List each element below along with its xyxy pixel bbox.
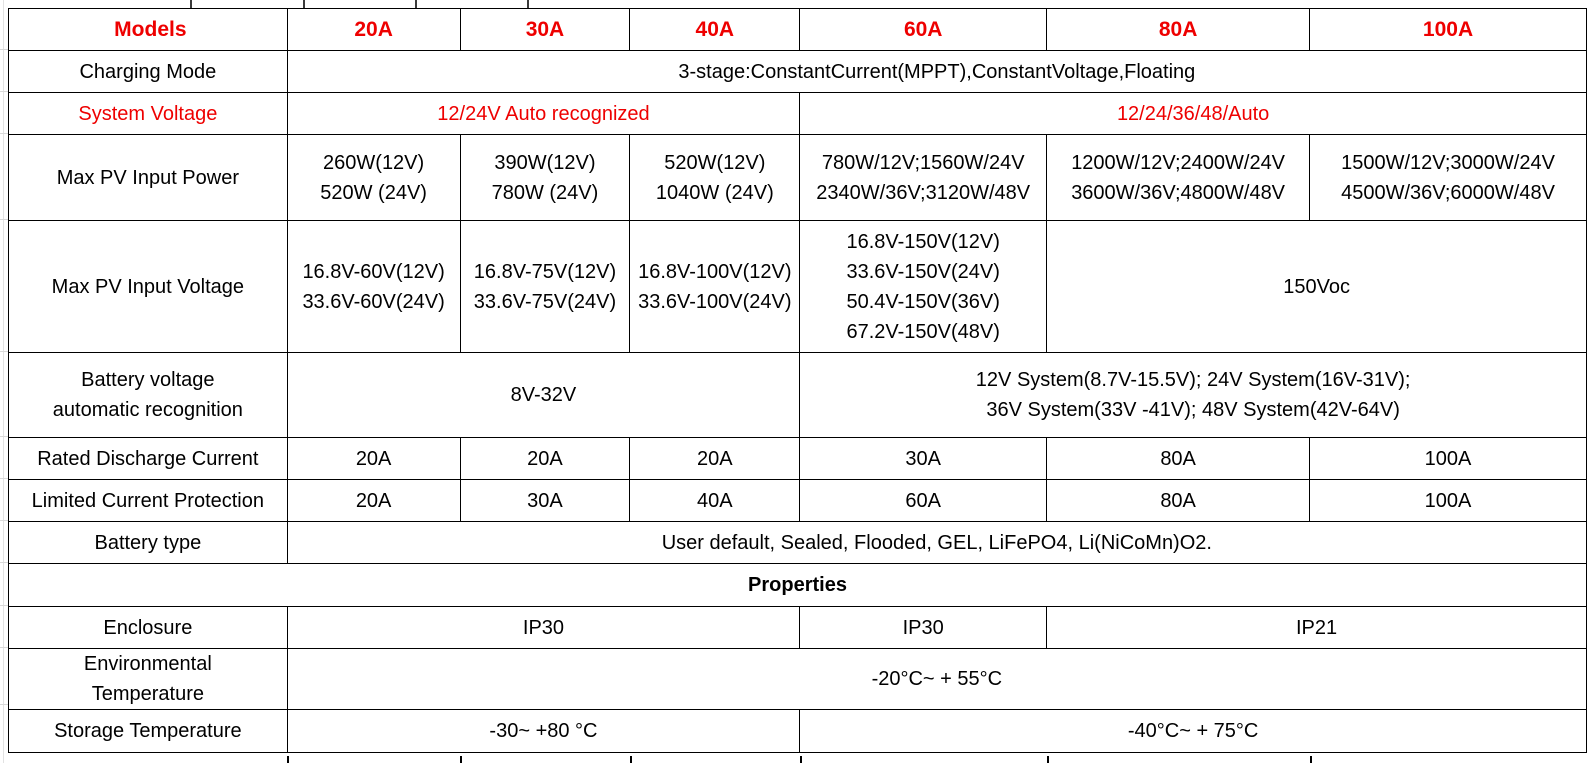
cropped-row-border-tick (1047, 756, 1049, 763)
max-pv-voltage-20a: 16.8V-60V(12V) 33.6V-60V(24V) (286, 220, 461, 353)
rated-discharge-80a: 80A (1046, 437, 1311, 480)
storage-temp-left: -30~ +80 °C (286, 709, 801, 753)
enclosure-20-40a: IP30 (286, 606, 801, 649)
enclosure-80-100a: IP21 (1046, 606, 1587, 649)
charging-mode-row: Charging Mode 3-stage:ConstantCurrent(MP… (8, 50, 1587, 93)
max-pv-voltage-60a: 16.8V-150V(12V) 33.6V-150V(24V) 50.4V-15… (799, 220, 1048, 353)
rated-discharge-30a: 20A (459, 437, 631, 480)
model-80a-header: 80A (1046, 8, 1311, 51)
limited-current-row: Limited Current Protection 20A 30A 40A 6… (8, 479, 1587, 522)
gutter-gridline (0, 49, 8, 50)
rated-discharge-60a: 30A (799, 437, 1048, 480)
max-pv-power-30a: 390W(12V) 780W (24V) (459, 134, 631, 221)
cropped-row-border-tick (460, 756, 462, 763)
gutter-gridline (0, 351, 8, 352)
battery-voltage-label: Battery voltage automatic recognition (8, 352, 288, 438)
limited-current-60a: 60A (799, 479, 1048, 522)
rated-discharge-row: Rated Discharge Current 20A 20A 20A 30A … (8, 437, 1587, 480)
enclosure-row: Enclosure IP30 IP30 IP21 (8, 606, 1587, 649)
cropped-row-border-tick (800, 756, 802, 763)
limited-current-30a: 30A (459, 479, 631, 522)
max-pv-voltage-row: Max PV Input Voltage 16.8V-60V(12V) 33.6… (8, 220, 1587, 353)
limited-current-label: Limited Current Protection (8, 479, 288, 522)
cropped-row-border-tick (527, 0, 529, 8)
gutter-gridline (0, 219, 8, 220)
cropped-row-border-tick (415, 0, 417, 8)
model-40a-header: 40A (629, 8, 801, 51)
max-pv-power-100a: 1500W/12V;3000W/24V 4500W/36V;6000W/48V (1309, 134, 1587, 221)
max-pv-power-80a: 1200W/12V;2400W/24V 3600W/36V;4800W/48V (1046, 134, 1311, 221)
battery-type-row: Battery type User default, Sealed, Flood… (8, 521, 1587, 564)
gutter-gridline (0, 704, 8, 705)
cropped-row-border-tick (190, 0, 192, 8)
max-pv-voltage-label: Max PV Input Voltage (8, 220, 288, 353)
cropped-row-border-tick (287, 756, 289, 763)
rated-discharge-label: Rated Discharge Current (8, 437, 288, 480)
battery-type-value: User default, Sealed, Flooded, GEL, LiFe… (286, 521, 1587, 564)
battery-type-label: Battery type (8, 521, 288, 564)
limited-current-80a: 80A (1046, 479, 1311, 522)
limited-current-20a: 20A (286, 479, 461, 522)
environmental-temp-row: Environmental Temperature -20°C~ + 55°C (8, 648, 1587, 710)
gutter-gridline (0, 91, 8, 92)
storage-temp-row: Storage Temperature -30~ +80 °C -40°C~ +… (8, 709, 1587, 753)
gutter-gridline (0, 647, 8, 648)
max-pv-power-row: Max PV Input Power 260W(12V) 520W (24V) … (8, 134, 1587, 221)
gutter-gridline (0, 562, 8, 563)
rated-discharge-20a: 20A (286, 437, 461, 480)
system-voltage-label: System Voltage (8, 92, 288, 135)
max-pv-voltage-40a: 16.8V-100V(12V) 33.6V-100V(24V) (629, 220, 801, 353)
model-30a-header: 30A (459, 8, 631, 51)
environmental-temp-value: -20°C~ + 55°C (286, 648, 1587, 710)
battery-voltage-left: 8V-32V (286, 352, 801, 438)
max-pv-power-40a: 520W(12V) 1040W (24V) (629, 134, 801, 221)
max-pv-power-label: Max PV Input Power (8, 134, 288, 221)
rated-discharge-40a: 20A (629, 437, 801, 480)
model-60a-header: 60A (799, 8, 1048, 51)
max-pv-voltage-30a: 16.8V-75V(12V) 33.6V-75V(24V) (459, 220, 631, 353)
gutter-gridline (0, 436, 8, 437)
battery-voltage-row: Battery voltage automatic recognition 8V… (8, 352, 1587, 438)
max-pv-power-20a: 260W(12V) 520W (24V) (286, 134, 461, 221)
storage-temp-right: -40°C~ + 75°C (799, 709, 1587, 753)
system-voltage-12-24-36-48: 12/24/36/48/Auto (799, 92, 1587, 135)
properties-row: Properties (8, 563, 1587, 607)
charging-mode-value: 3-stage:ConstantCurrent(MPPT),ConstantVo… (286, 50, 1587, 93)
gutter-gridline (0, 520, 8, 521)
limited-current-100a: 100A (1309, 479, 1587, 522)
cropped-row-border-tick (1310, 756, 1312, 763)
gutter-gridline (0, 478, 8, 479)
model-20a-header: 20A (286, 8, 461, 51)
rated-discharge-100a: 100A (1309, 437, 1587, 480)
environmental-temp-label: Environmental Temperature (8, 648, 288, 710)
enclosure-label: Enclosure (8, 606, 288, 649)
max-pv-voltage-80a-100a: 150Voc (1046, 220, 1587, 353)
max-pv-power-60a: 780W/12V;1560W/24V 2340W/36V;3120W/48V (799, 134, 1048, 221)
gutter-gridline (0, 133, 8, 134)
spec-table: Models 20A 30A 40A 60A 80A 100A Charging… (8, 8, 1587, 753)
system-voltage-row: System Voltage 12/24V Auto recognized 12… (8, 92, 1587, 135)
limited-current-40a: 40A (629, 479, 801, 522)
properties-section-header: Properties (8, 563, 1587, 607)
cropped-row-border-tick (303, 0, 305, 8)
left-gridline (3, 0, 4, 763)
cropped-row-border-tick (630, 756, 632, 763)
storage-temp-label: Storage Temperature (8, 709, 288, 753)
gutter-gridline (0, 605, 8, 606)
charging-mode-label: Charging Mode (8, 50, 288, 93)
enclosure-60a: IP30 (799, 606, 1048, 649)
header-row: Models 20A 30A 40A 60A 80A 100A (8, 8, 1587, 51)
models-header-cell: Models (8, 8, 288, 51)
model-100a-header: 100A (1309, 8, 1587, 51)
system-voltage-12-24: 12/24V Auto recognized (286, 92, 801, 135)
battery-voltage-right: 12V System(8.7V-15.5V); 24V System(16V-3… (799, 352, 1587, 438)
